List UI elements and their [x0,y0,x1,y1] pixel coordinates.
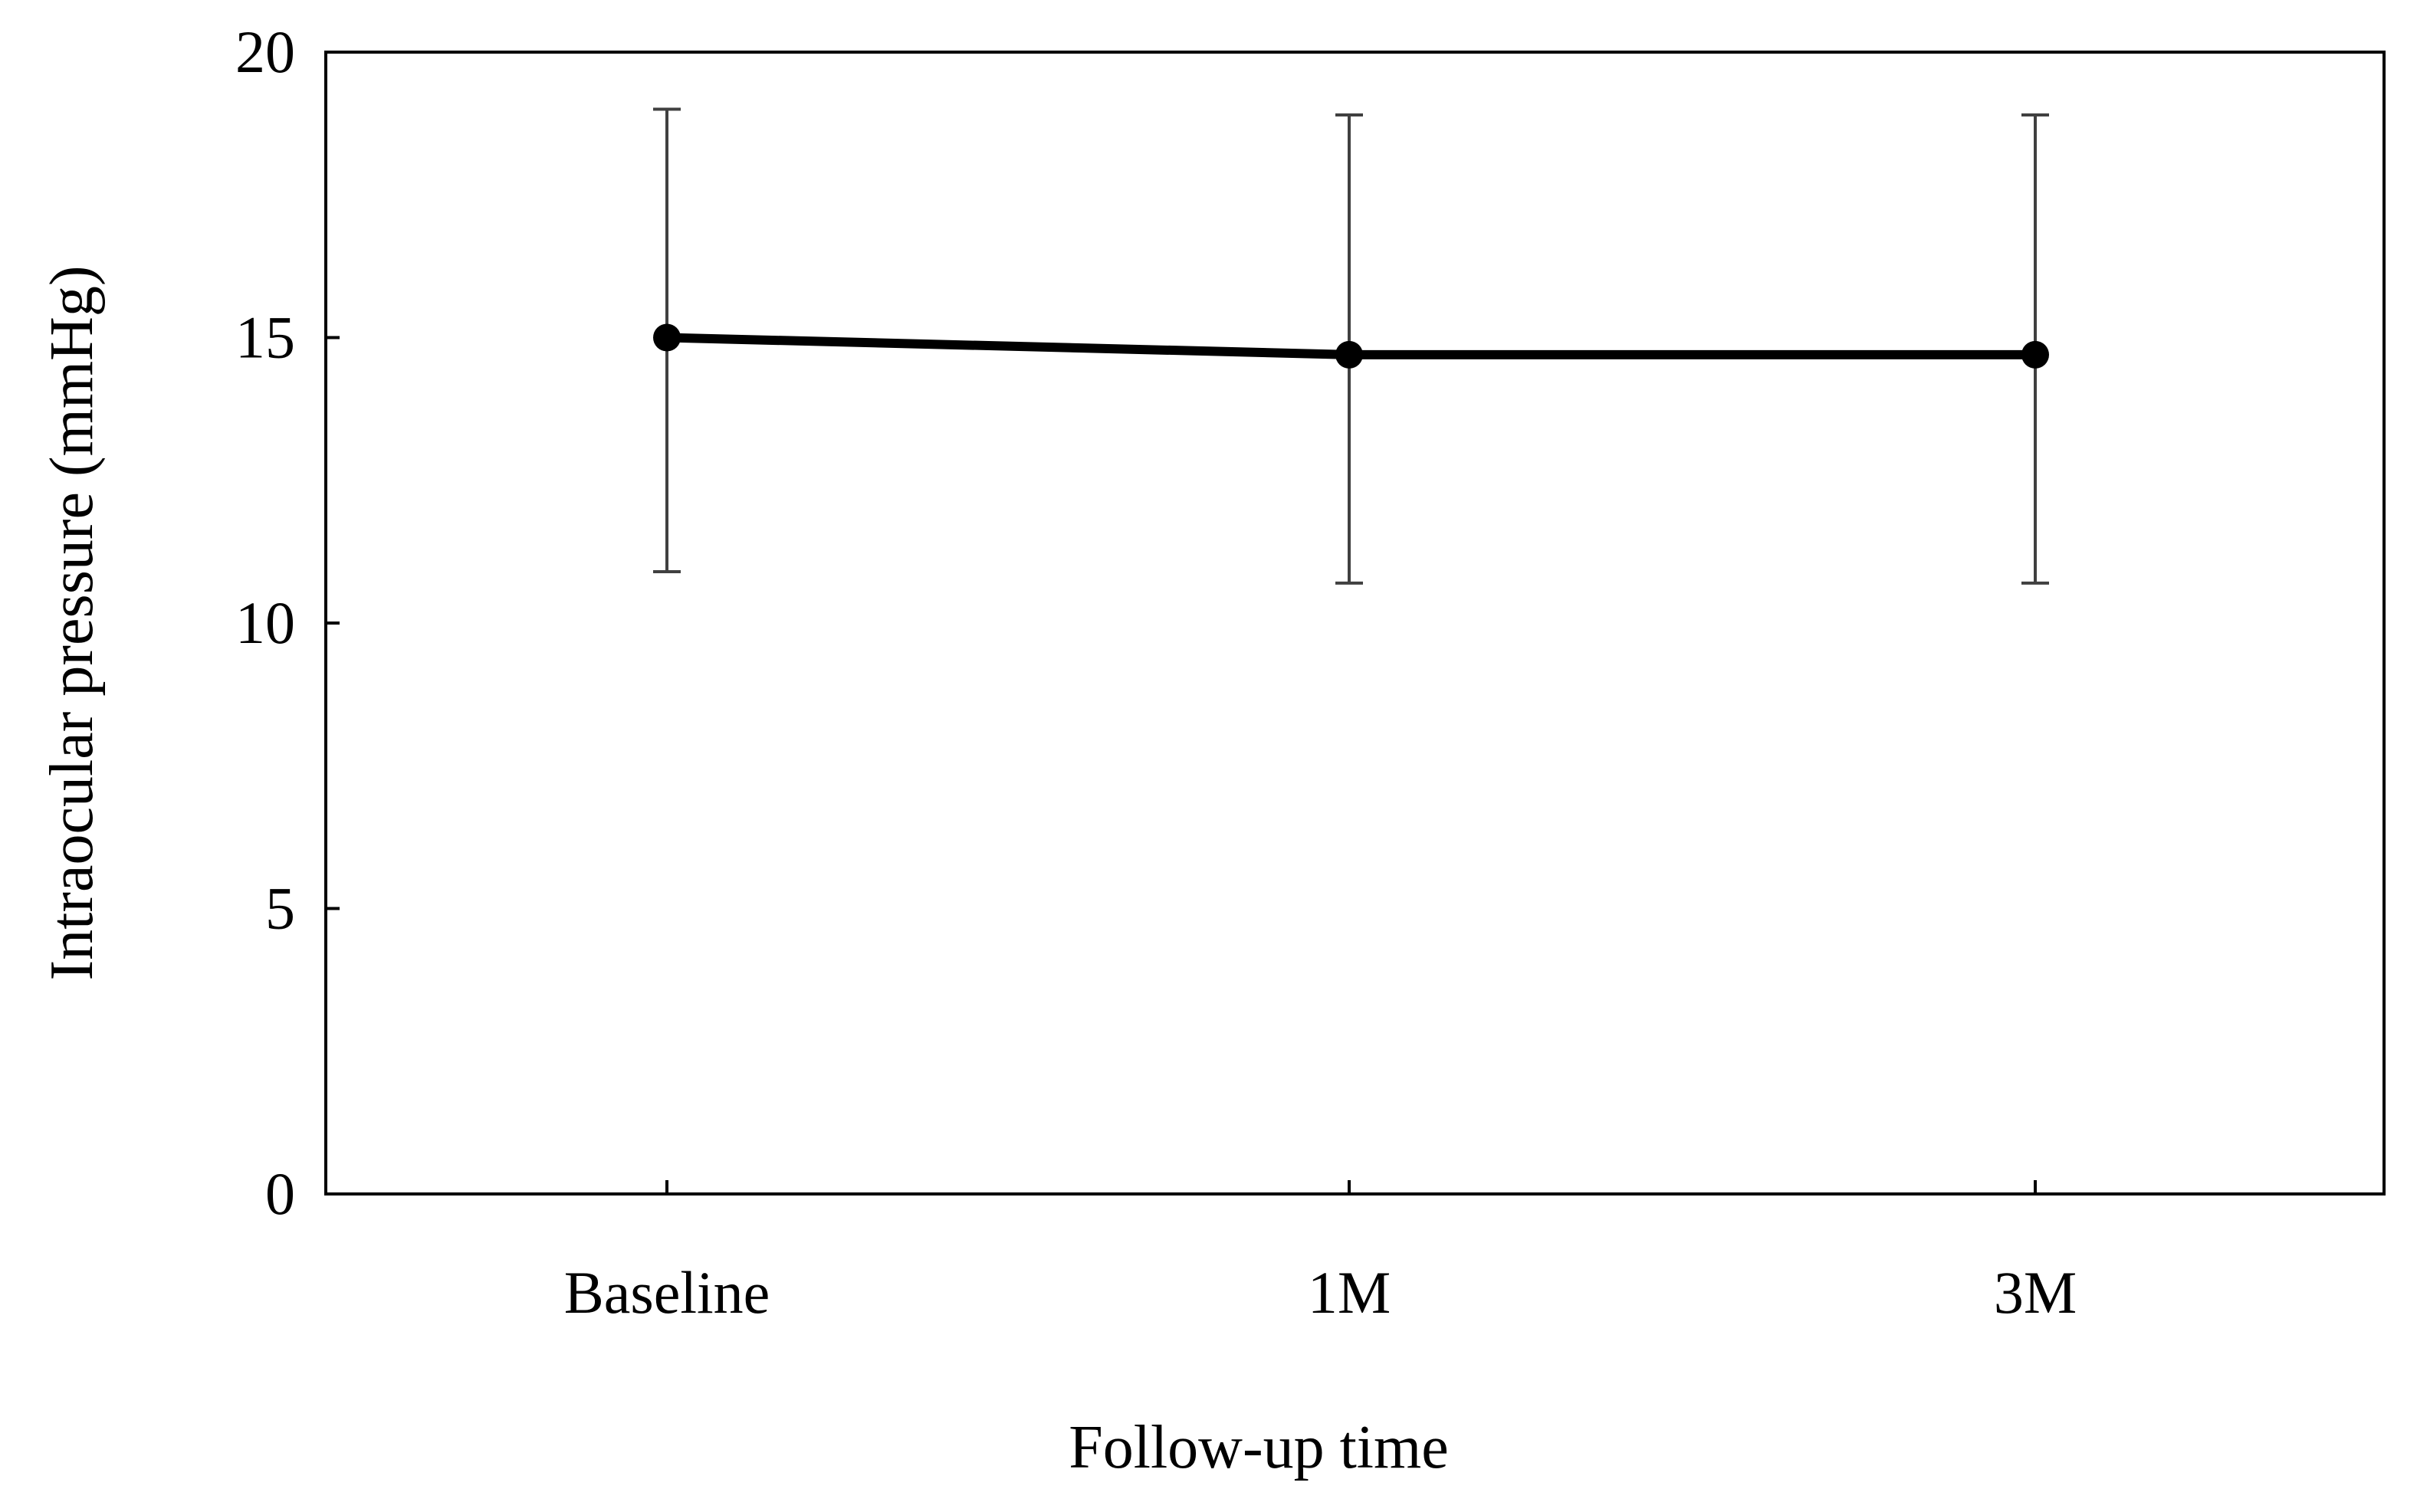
x-tick-label: Baseline [564,1259,770,1326]
y-axis-title: Intraocular pressure (mmHg) [38,266,106,981]
y-tick-label: 0 [265,1160,295,1227]
x-tick-label: 3M [1994,1259,2077,1326]
axes [324,51,2386,1195]
y-tick-label: 10 [235,589,295,656]
data-point [2021,340,2049,369]
data-point [1335,340,1363,369]
series [653,323,2049,369]
y-axis-ticks: 0 5 10 15 20 [235,18,340,1227]
plot-area-frame [324,51,2386,1195]
x-tick-label: 1M [1308,1259,1391,1326]
x-axis-ticks: Baseline 1M 3M [564,1180,2077,1326]
y-tick-label: 20 [235,18,295,85]
data-point [653,323,681,352]
x-axis-title: Follow-up time [1069,1414,1449,1481]
y-tick-label: 15 [235,304,295,371]
y-tick-label: 5 [265,875,295,942]
